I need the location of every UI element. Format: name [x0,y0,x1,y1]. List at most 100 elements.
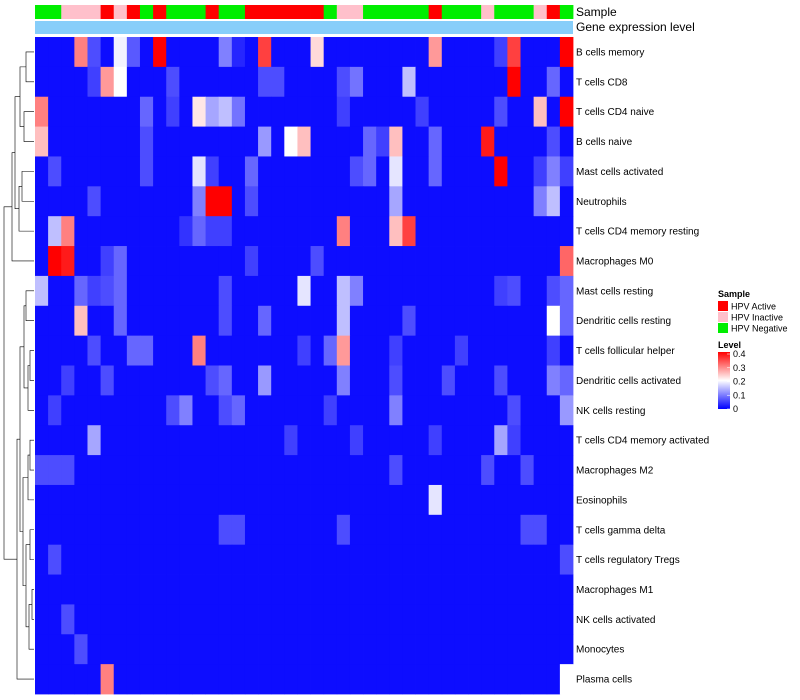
heatmap-cell [100,96,115,127]
heatmap-cell [48,634,62,665]
heatmap-cell [48,574,62,605]
heatmap-cell [389,425,403,456]
heatmap-cell [113,305,128,337]
heatmap-cell [179,126,193,157]
row-label: Monocytes [576,645,624,656]
heatmap-cell [244,246,259,277]
heatmap-cell [126,66,141,98]
heatmap-cell [271,604,285,635]
heatmap-cell [192,395,206,426]
heatmap-cell [363,514,377,546]
heatmap-cell [218,275,233,307]
heatmap-cell [559,484,574,516]
heatmap-cell [507,544,521,575]
heatmap-cell [179,455,193,486]
heatmap-cell [48,365,62,396]
heatmap-cell [139,514,154,546]
heatmap-cell [139,156,154,187]
heatmap-cell [546,664,561,695]
heatmap-cell [100,126,115,157]
sample-anno-cell [441,5,456,19]
row-label: B cells naive [576,137,633,148]
heatmap-cell [258,365,272,396]
heatmap-cell [323,365,338,396]
heatmap-cell [402,365,416,396]
heatmap-cell [507,246,521,277]
heatmap-cell [389,514,403,546]
heatmap-cell [139,246,154,277]
heatmap-cell [231,335,246,366]
heatmap-cell [520,514,535,546]
heatmap-cell [48,37,62,68]
heatmap-cell [349,216,364,247]
heatmap-cell [428,514,443,546]
heatmap-cell [297,365,311,396]
heatmap-cell [139,96,154,127]
heatmap-cell [402,604,416,635]
heatmap-cell [74,96,88,127]
heatmap-cell [376,425,390,456]
sample-anno-cell [179,5,193,19]
sample-anno-cell [87,5,102,19]
heatmap-cell [258,305,272,337]
heatmap-cell [153,126,167,157]
heatmap-cell [376,544,390,575]
heatmap-cell [468,246,482,277]
heatmap-cell [74,246,88,277]
heatmap-cell [100,246,115,277]
heatmap-cell [441,126,456,157]
heatmap-cell [310,604,325,635]
heatmap-cell [61,216,75,247]
heatmap-cell [271,455,285,486]
heatmap-cell [376,305,390,337]
heatmap-cell [218,96,233,127]
sample-anno-cell [402,5,416,19]
heatmap-cell [231,664,246,695]
heatmap-cell [192,186,206,217]
heatmap-cell [468,126,482,157]
heatmap-cell [271,37,285,68]
heatmap-cell [113,425,128,456]
heatmap-cell [310,574,325,605]
row-dendrogram [3,51,34,680]
heatmap-cell [454,126,469,157]
heatmap-cell [428,186,443,217]
heatmap-cell [166,66,180,98]
heatmap-cell [441,365,456,396]
heatmap-cell [454,425,469,456]
heatmap-cell [218,216,233,247]
heatmap-cell [415,514,430,546]
heatmap-cell [87,604,102,635]
heatmap-cell [494,275,508,307]
heatmap-cell [336,96,351,127]
heatmap-cell [481,335,495,366]
heatmap-cell [218,246,233,277]
heatmap-cell [35,514,49,546]
heatmap-cell [441,514,456,546]
heatmap-cell [179,574,193,605]
heatmap-cell [468,216,482,247]
gene-annotation-label: Gene expression level [576,20,695,34]
heatmap-cell [61,484,75,516]
heatmap-cell [113,156,128,187]
heatmap-cell [74,37,88,68]
heatmap-cell [441,246,456,277]
heatmap-cell [205,335,220,366]
heatmap-cell [100,484,115,516]
heatmap-cell [468,634,482,665]
heatmap-cell [507,514,521,546]
heatmap-cell [35,305,49,337]
heatmap-cell [310,216,325,247]
heatmap-cell [402,305,416,337]
heatmap-cell [507,126,521,157]
heatmap-cell [284,246,298,277]
heatmap-cell [428,126,443,157]
heatmap-cell [389,246,403,277]
heatmap-cell [126,275,141,307]
heatmap-cell [218,395,233,426]
heatmap-cell [61,186,75,217]
heatmap-cell [205,604,220,635]
heatmap-cell [113,634,128,665]
heatmap-cell [546,335,561,366]
heatmap-cell [218,66,233,98]
